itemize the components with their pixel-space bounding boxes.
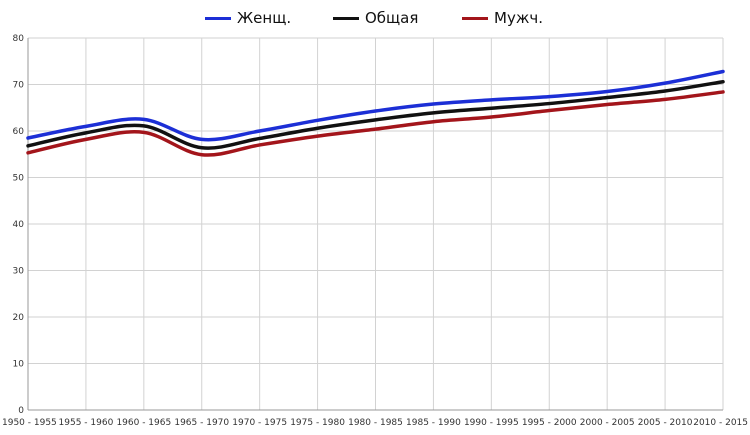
x-tick-label: 1990 - 1995 [464,418,519,428]
x-tick-label: 1975 - 1980 [290,418,345,428]
x-tick-label: 1995 - 2000 [522,418,577,428]
x-tick-label: 1980 - 1985 [348,418,403,428]
legend-swatch-total [333,16,359,20]
x-tick-label: 1985 - 1990 [406,418,461,428]
series-line-women [26,69,725,142]
x-tick-label: 1960 - 1965 [116,418,171,428]
x-tick-label: 1965 - 1970 [174,418,229,428]
series-line-total [26,79,725,150]
y-tick-label: 60 [13,127,25,137]
legend-label-total: Общая [365,9,419,27]
legend-label-men: Мужч. [494,9,543,27]
legend-item-women: Женщ. [205,8,291,28]
y-tick-label: 0 [18,406,24,416]
legend-item-men: Мужч. [462,8,543,28]
x-axis: 1950 - 1955 1955 - 1960 1960 - 1965 1965 - … [2,409,748,428]
y-tick-label: 10 [13,360,25,370]
legend-swatch-women [205,16,231,20]
legend-swatch-men [462,16,488,20]
x-tick-label: 2000 - 2005 [580,418,635,428]
chart-grid [27,37,724,411]
y-tick-label: 80 [13,34,25,44]
x-tick-label: 2005 - 2010 [638,418,693,428]
y-tick-label: 50 [13,174,25,184]
chart-legend: Женщ. Общая Мужч. [0,8,750,28]
y-tick-label: 70 [13,81,25,91]
legend-label-women: Женщ. [237,9,292,27]
y-tick-label: 20 [13,313,25,323]
series-line-men [26,90,725,157]
y-axis: 0 10 20 30 40 50 60 70 80 [13,34,29,416]
x-tick-label: 1955 - 1960 [59,418,114,428]
y-tick-label: 30 [13,267,25,277]
legend-item-total: Общая [333,8,418,28]
y-tick-label: 40 [13,220,25,230]
x-tick-label: 2010 - 2015 [693,418,748,428]
x-tick-label: 1950 - 1955 [2,418,57,428]
x-tick-label: 1970 - 1975 [232,418,287,428]
series-lines [26,69,725,157]
